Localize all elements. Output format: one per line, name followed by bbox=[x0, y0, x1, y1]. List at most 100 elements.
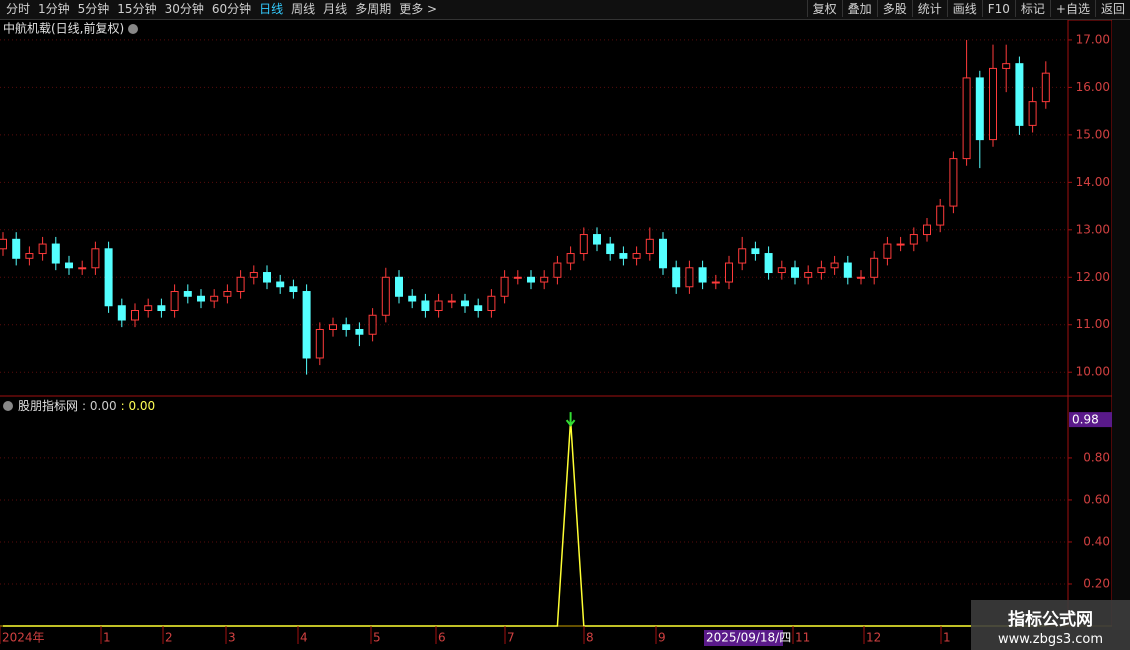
y-tick-label: 13.00 bbox=[1076, 222, 1110, 236]
candle-body bbox=[989, 67, 997, 141]
candle-body bbox=[1015, 63, 1024, 126]
candle-body bbox=[936, 205, 945, 226]
indicator-line bbox=[3, 420, 1046, 627]
candle-body bbox=[975, 77, 984, 141]
candle-body bbox=[725, 262, 733, 283]
candle-body bbox=[38, 243, 47, 255]
tool-button[interactable]: 标记 bbox=[1014, 0, 1050, 17]
x-tick-label: 6 bbox=[438, 631, 446, 645]
period-tab[interactable]: 周线 bbox=[291, 2, 316, 16]
tool-button[interactable]: +自选 bbox=[1049, 0, 1095, 17]
candle-body bbox=[527, 276, 535, 283]
y-tick-label: 0.80 bbox=[1083, 450, 1110, 464]
period-tab[interactable]: 1分钟 bbox=[38, 2, 70, 16]
candle-body bbox=[197, 295, 205, 302]
candle-body bbox=[210, 295, 219, 302]
tool-button[interactable]: 返回 bbox=[1094, 0, 1130, 17]
candle-body bbox=[408, 295, 417, 302]
tool-button[interactable]: 画线 bbox=[946, 0, 982, 17]
watermark: 指标公式网 www.zbgs3.com bbox=[971, 600, 1130, 650]
toolbar: 分时 1分钟 5分钟 15分钟 30分钟 60分钟 日线 周线 月线 多周期 更多 > 复权 叠加 多股… bbox=[0, 0, 1130, 20]
tool-button[interactable]: 统计 bbox=[911, 0, 947, 17]
candle-body bbox=[645, 238, 654, 255]
tool-button[interactable]: 叠加 bbox=[841, 0, 877, 17]
candle-body bbox=[461, 300, 469, 307]
candle-body bbox=[170, 291, 179, 312]
y-tick-label: 10.00 bbox=[1076, 365, 1110, 379]
candle-body bbox=[500, 276, 509, 297]
x-tick-label: 2 bbox=[165, 631, 173, 645]
candle-body bbox=[764, 253, 773, 274]
candle-body bbox=[487, 295, 496, 312]
current-value-box bbox=[1069, 412, 1112, 428]
candle-body bbox=[395, 276, 403, 297]
x-tick-label: 7 bbox=[507, 631, 515, 645]
period-tab[interactable]: 更多 > bbox=[399, 2, 438, 16]
signal-arrow bbox=[565, 412, 576, 427]
y-tick-label: 0.60 bbox=[1083, 492, 1110, 506]
candle-body bbox=[513, 276, 522, 279]
right-strip bbox=[1112, 20, 1130, 630]
candle-body bbox=[659, 238, 667, 269]
candle-body bbox=[474, 305, 483, 312]
candle-body bbox=[157, 305, 166, 312]
period-tab[interactable]: 月线 bbox=[323, 2, 348, 16]
axis-panel bbox=[1067, 20, 1113, 627]
candle-body bbox=[144, 305, 153, 312]
period-tab[interactable]: 日线 bbox=[259, 2, 284, 16]
period-tab[interactable]: 15分钟 bbox=[117, 2, 157, 16]
candle-body bbox=[923, 224, 931, 236]
candle-body bbox=[1041, 72, 1050, 103]
candle-body bbox=[843, 262, 852, 278]
candle-body bbox=[672, 267, 681, 288]
candle-body bbox=[777, 267, 786, 274]
y-tick-label: 15.00 bbox=[1076, 127, 1110, 141]
period-tab[interactable]: 30分钟 bbox=[164, 2, 204, 16]
candle-body bbox=[183, 291, 192, 297]
candle-body bbox=[315, 328, 324, 359]
candle-body bbox=[751, 248, 760, 255]
x-tick-label: 3 bbox=[228, 631, 236, 645]
candle-body bbox=[263, 272, 271, 283]
candle-body bbox=[355, 328, 364, 335]
y-tick-label: 16.00 bbox=[1076, 80, 1110, 94]
candle-body bbox=[91, 248, 100, 269]
tool-button[interactable]: 多股 bbox=[876, 0, 912, 17]
candle-body bbox=[791, 267, 799, 278]
watermark-url: www.zbgs3.com bbox=[997, 632, 1104, 647]
candle-body bbox=[698, 267, 707, 283]
candle-body bbox=[368, 314, 377, 335]
candle-body bbox=[25, 253, 34, 259]
candle-body bbox=[329, 324, 337, 330]
tool-buttons: 复权 叠加 多股 统计 画线 F10 标记 +自选 返回 bbox=[806, 0, 1130, 17]
x-tick-label: 11 bbox=[795, 631, 810, 645]
candle-body bbox=[131, 310, 139, 321]
candle-body bbox=[65, 262, 73, 269]
candle-body bbox=[223, 291, 232, 297]
period-tab[interactable]: 5分钟 bbox=[77, 2, 110, 16]
candle-body bbox=[434, 300, 443, 312]
candle-body bbox=[949, 158, 958, 207]
period-tab[interactable]: 60分钟 bbox=[211, 2, 252, 16]
x-tick-label: 1 bbox=[943, 631, 951, 645]
candle-body bbox=[0, 238, 7, 250]
y-tick-label: 0.40 bbox=[1083, 534, 1110, 548]
candle-body bbox=[421, 300, 430, 312]
y-tick-label: 14.00 bbox=[1076, 175, 1110, 189]
period-tab[interactable]: 多周期 bbox=[355, 2, 392, 16]
x-tick-label: 4 bbox=[300, 631, 308, 645]
candle-body bbox=[606, 243, 615, 255]
cursor-label: 2025/09/18/四 bbox=[706, 631, 791, 645]
candle-body bbox=[540, 276, 549, 283]
period-tab[interactable]: 分时 bbox=[6, 2, 31, 16]
x-tick-label: 9 bbox=[658, 631, 666, 645]
candle-body bbox=[553, 262, 562, 278]
candle-body bbox=[1028, 101, 1037, 126]
indicator-title: 股朋指标网: 0.00: 0.00 bbox=[18, 398, 155, 413]
candle-body bbox=[962, 77, 971, 160]
chart: 10.00 11.00 12.00 13.00 14.00 15.00 16.00 17.00… bbox=[0, 20, 1130, 646]
y-tick-label: 17.00 bbox=[1076, 32, 1110, 46]
tool-button[interactable]: F10 bbox=[981, 0, 1015, 17]
tool-button[interactable]: 复权 bbox=[806, 0, 842, 17]
